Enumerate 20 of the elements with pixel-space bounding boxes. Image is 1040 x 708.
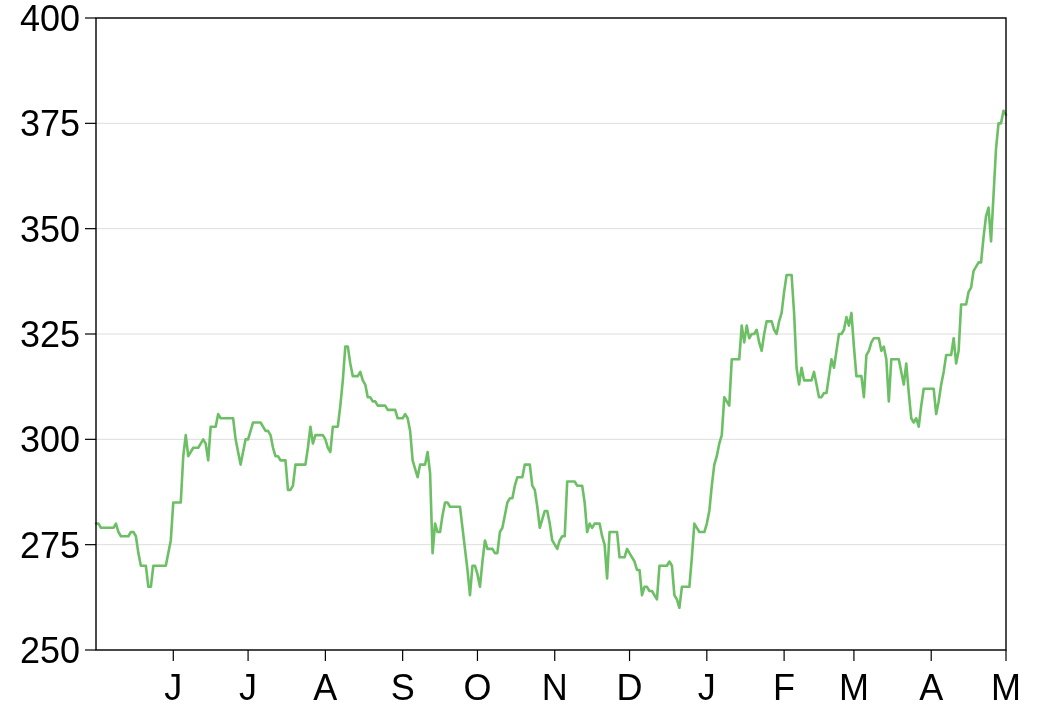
y-tick-label: 325 xyxy=(19,313,80,355)
y-tick-label: 275 xyxy=(19,524,80,566)
y-tick-label: 350 xyxy=(19,208,80,250)
x-tick-label: M xyxy=(838,667,869,708)
x-tick-label: A xyxy=(919,667,944,708)
x-tick-label: J xyxy=(239,667,258,708)
y-tick-label: 400 xyxy=(19,0,80,39)
line-series xyxy=(94,109,1008,610)
x-tick-label: D xyxy=(616,667,643,708)
x-tick-label: F xyxy=(773,667,796,708)
x-tick-label: J xyxy=(164,667,183,708)
y-tick-label: 300 xyxy=(19,418,80,460)
x-tick-label: A xyxy=(313,667,338,708)
x-tick-label: N xyxy=(541,667,568,708)
y-tick-label: 375 xyxy=(19,102,80,144)
x-tick-label: O xyxy=(463,667,492,708)
x-tick-label: M xyxy=(991,667,1021,708)
x-tick-label: J xyxy=(697,667,716,708)
x-tick-label: S xyxy=(390,667,415,708)
y-tick-label: 250 xyxy=(19,629,80,671)
